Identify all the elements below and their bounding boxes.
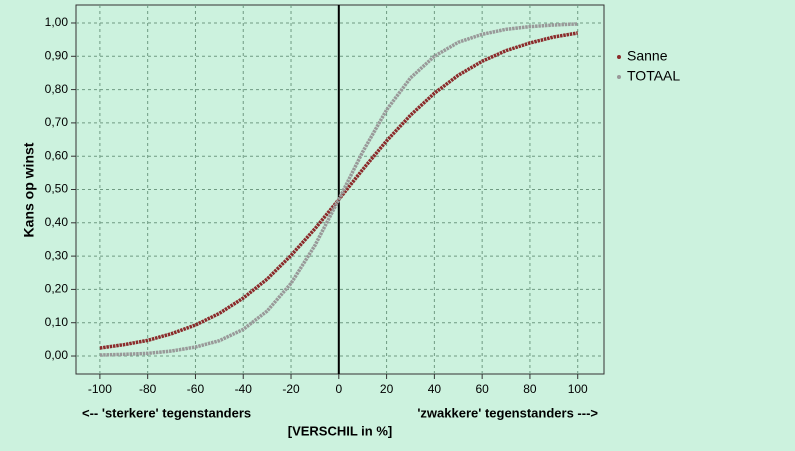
x-tick-label: -80 xyxy=(139,382,157,396)
annotation: <-- 'sterkere' tegenstanders xyxy=(82,405,251,420)
y-tick-label: 0,60 xyxy=(45,148,69,162)
legend-marker xyxy=(617,75,621,79)
legend-marker xyxy=(617,55,621,59)
y-tick-label: 0,90 xyxy=(45,48,69,62)
x-tick-label: -100 xyxy=(88,382,112,396)
x-tick-label: 20 xyxy=(380,382,394,396)
y-tick-label: 0,30 xyxy=(45,248,69,262)
y-axis-label: Kans op winst xyxy=(21,142,37,237)
y-tick-label: 0,80 xyxy=(45,82,69,96)
legend-label: Sanne xyxy=(627,48,668,64)
y-tick-label: 0,50 xyxy=(45,182,69,196)
x-tick-label: 100 xyxy=(568,382,588,396)
x-tick-label: 60 xyxy=(475,382,489,396)
y-tick-label: 0,40 xyxy=(45,215,69,229)
x-tick-label: -40 xyxy=(235,382,253,396)
annotation: 'zwakkere' tegenstanders ---> xyxy=(417,405,598,420)
x-tick-label: -60 xyxy=(187,382,205,396)
x-tick-label: -20 xyxy=(282,382,300,396)
y-tick-label: 0,10 xyxy=(45,315,69,329)
y-tick-label: 0,70 xyxy=(45,115,69,129)
x-axis-label: [VERSCHIL in %] xyxy=(288,423,393,438)
x-tick-label: 80 xyxy=(523,382,537,396)
y-tick-label: 0,00 xyxy=(45,348,69,362)
legend-label: TOTAAL xyxy=(627,68,680,84)
data-line xyxy=(99,22,578,357)
x-tick-label: 40 xyxy=(428,382,442,396)
x-tick-label: 0 xyxy=(335,382,342,396)
y-tick-label: 0,20 xyxy=(45,282,69,296)
y-tick-label: 1,00 xyxy=(45,15,69,29)
